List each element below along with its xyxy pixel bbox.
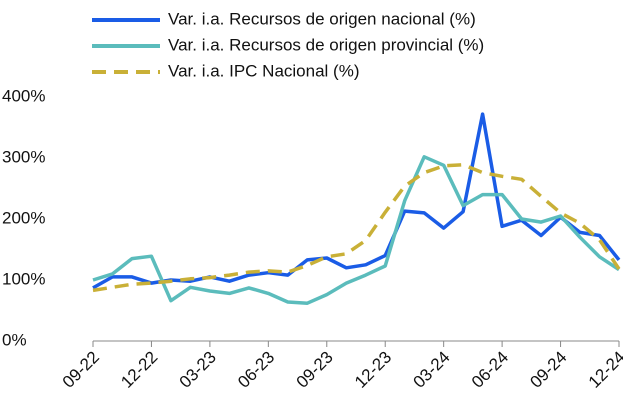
legend-label: Var. i.a. IPC Nacional (%) <box>168 61 359 80</box>
x-tick-label: 03-23 <box>176 348 220 392</box>
y-tick-label: 200% <box>2 208 45 227</box>
x-tick-label: 12-23 <box>351 348 395 392</box>
x-tick-label: 03-24 <box>409 348 453 392</box>
x-tick-label: 12-22 <box>117 348 161 392</box>
y-tick-label: 400% <box>2 86 45 105</box>
legend-label: Var. i.a. Recursos de origen nacional (%… <box>168 9 476 28</box>
y-tick-label: 300% <box>2 147 45 166</box>
x-tick-label: 09-22 <box>59 348 103 392</box>
x-tick-label: 09-23 <box>293 348 337 392</box>
y-tick-label: 0% <box>2 330 27 349</box>
y-tick-label: 100% <box>2 269 45 288</box>
legend-label: Var. i.a. Recursos de origen provincial … <box>168 35 484 54</box>
x-tick-label: 09-24 <box>526 348 570 392</box>
x-tick-label: 06-24 <box>468 348 512 392</box>
series-line <box>92 112 621 290</box>
series-line <box>92 162 621 293</box>
series-line <box>92 155 620 305</box>
x-tick-label: 12-24 <box>585 348 623 392</box>
x-tick-label: 06-23 <box>234 348 278 392</box>
